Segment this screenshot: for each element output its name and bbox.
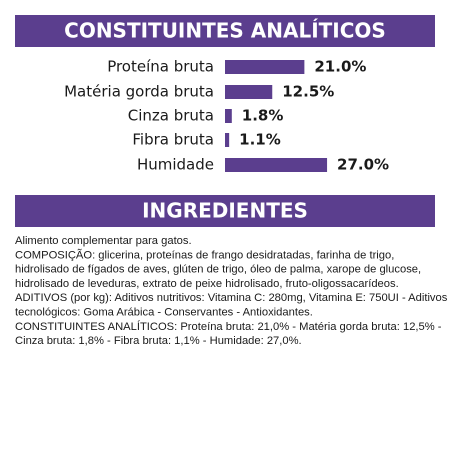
ingredient-line: hidrolisado de fígados de aves, glúten d… — [15, 264, 421, 276]
bar — [225, 60, 305, 74]
value-label: 27.0% — [337, 156, 389, 174]
category-label: Matéria gorda bruta — [64, 83, 214, 101]
bar — [225, 109, 232, 123]
bar — [225, 85, 273, 99]
header-band — [15, 15, 435, 47]
chart-title: CONSTITUINTES ANALÍTICOS — [64, 19, 386, 43]
ingredient-line: tecnológicos: Goma Arábica - Conservante… — [15, 306, 313, 318]
bar — [225, 133, 230, 147]
section-title: INGREDIENTES — [142, 199, 308, 223]
value-label: 1.1% — [239, 131, 281, 149]
ingredient-line: hidrolisado de leveduras, extrato de pei… — [15, 278, 399, 290]
ingredient-line: CONSTITUINTES ANALÍTICOS: Proteína bruta… — [15, 320, 442, 333]
category-label: Fibra bruta — [132, 131, 214, 149]
value-label: 1.8% — [242, 107, 284, 125]
category-label: Proteína bruta — [107, 58, 214, 76]
ingredient-line: COMPOSIÇÃO: glicerina, proteínas de fran… — [15, 248, 394, 261]
ingredient-line: Alimento complementar para gatos. — [15, 235, 192, 247]
ingredient-line: Cinza bruta: 1,8% - Fibra bruta: 1,1% - … — [15, 335, 302, 347]
value-label: 12.5% — [282, 83, 334, 101]
header-band — [15, 195, 435, 227]
bar — [225, 158, 328, 172]
value-label: 21.0% — [314, 58, 366, 76]
category-label: Cinza bruta — [128, 107, 214, 125]
category-label: Humidade — [137, 156, 214, 174]
ingredient-line: ADITIVOS (por kg): Aditivos nutritivos: … — [15, 292, 448, 304]
